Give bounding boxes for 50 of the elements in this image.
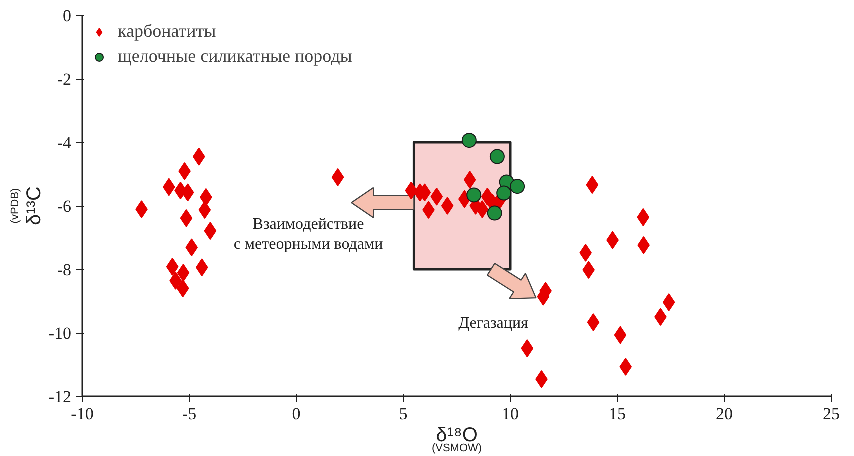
y-tick-label: -8 bbox=[57, 260, 72, 280]
point bbox=[587, 314, 600, 332]
point bbox=[186, 238, 198, 257]
y-axis-title: δ¹³C(vPDB) bbox=[10, 186, 46, 226]
point bbox=[180, 209, 193, 228]
legend-label: щелочные силикатные породы bbox=[118, 46, 352, 67]
x-axis-title: δ¹⁸O(VSMOW) bbox=[432, 424, 482, 454]
x-tick-label: 0 bbox=[292, 404, 301, 424]
point bbox=[176, 280, 190, 298]
y-tick-label: -6 bbox=[57, 197, 72, 216]
x-tick-label: 5 bbox=[399, 404, 408, 424]
annotation: Взаимодействие с метеорными водами bbox=[234, 216, 384, 254]
point bbox=[196, 258, 208, 277]
point bbox=[637, 208, 650, 226]
point bbox=[182, 184, 194, 202]
point bbox=[177, 264, 190, 282]
point bbox=[464, 170, 476, 189]
point bbox=[462, 133, 477, 148]
point bbox=[166, 258, 179, 276]
point bbox=[586, 176, 599, 194]
point bbox=[204, 222, 217, 240]
point bbox=[614, 326, 627, 344]
x-tick-label: -5 bbox=[182, 404, 197, 424]
x-tick-label: 25 bbox=[823, 404, 840, 424]
legend-label: карбонатиты bbox=[118, 21, 216, 42]
annotation: Дегазация bbox=[458, 315, 530, 332]
y-tick-label: -10 bbox=[48, 324, 72, 343]
point bbox=[510, 179, 526, 194]
point bbox=[662, 294, 676, 312]
point bbox=[496, 186, 512, 201]
point bbox=[198, 201, 212, 220]
point bbox=[430, 188, 444, 206]
x-tick-label: 10 bbox=[502, 404, 519, 424]
point bbox=[620, 358, 632, 376]
point bbox=[490, 149, 505, 164]
y-tick-label: -4 bbox=[57, 134, 72, 152]
y-tick-label: 0 bbox=[63, 6, 72, 26]
y-tick-label: -2 bbox=[57, 70, 72, 89]
y-tick-label: -12 bbox=[48, 388, 72, 406]
x-tick-label: 15 bbox=[609, 404, 626, 424]
point bbox=[405, 182, 418, 200]
point bbox=[476, 200, 489, 218]
point bbox=[487, 206, 502, 221]
x-tick-label: 20 bbox=[716, 404, 733, 424]
point bbox=[192, 148, 206, 166]
point bbox=[466, 188, 482, 203]
x-tick-label: -10 bbox=[71, 404, 94, 424]
point bbox=[441, 197, 454, 215]
point bbox=[332, 168, 344, 186]
point bbox=[521, 340, 534, 358]
